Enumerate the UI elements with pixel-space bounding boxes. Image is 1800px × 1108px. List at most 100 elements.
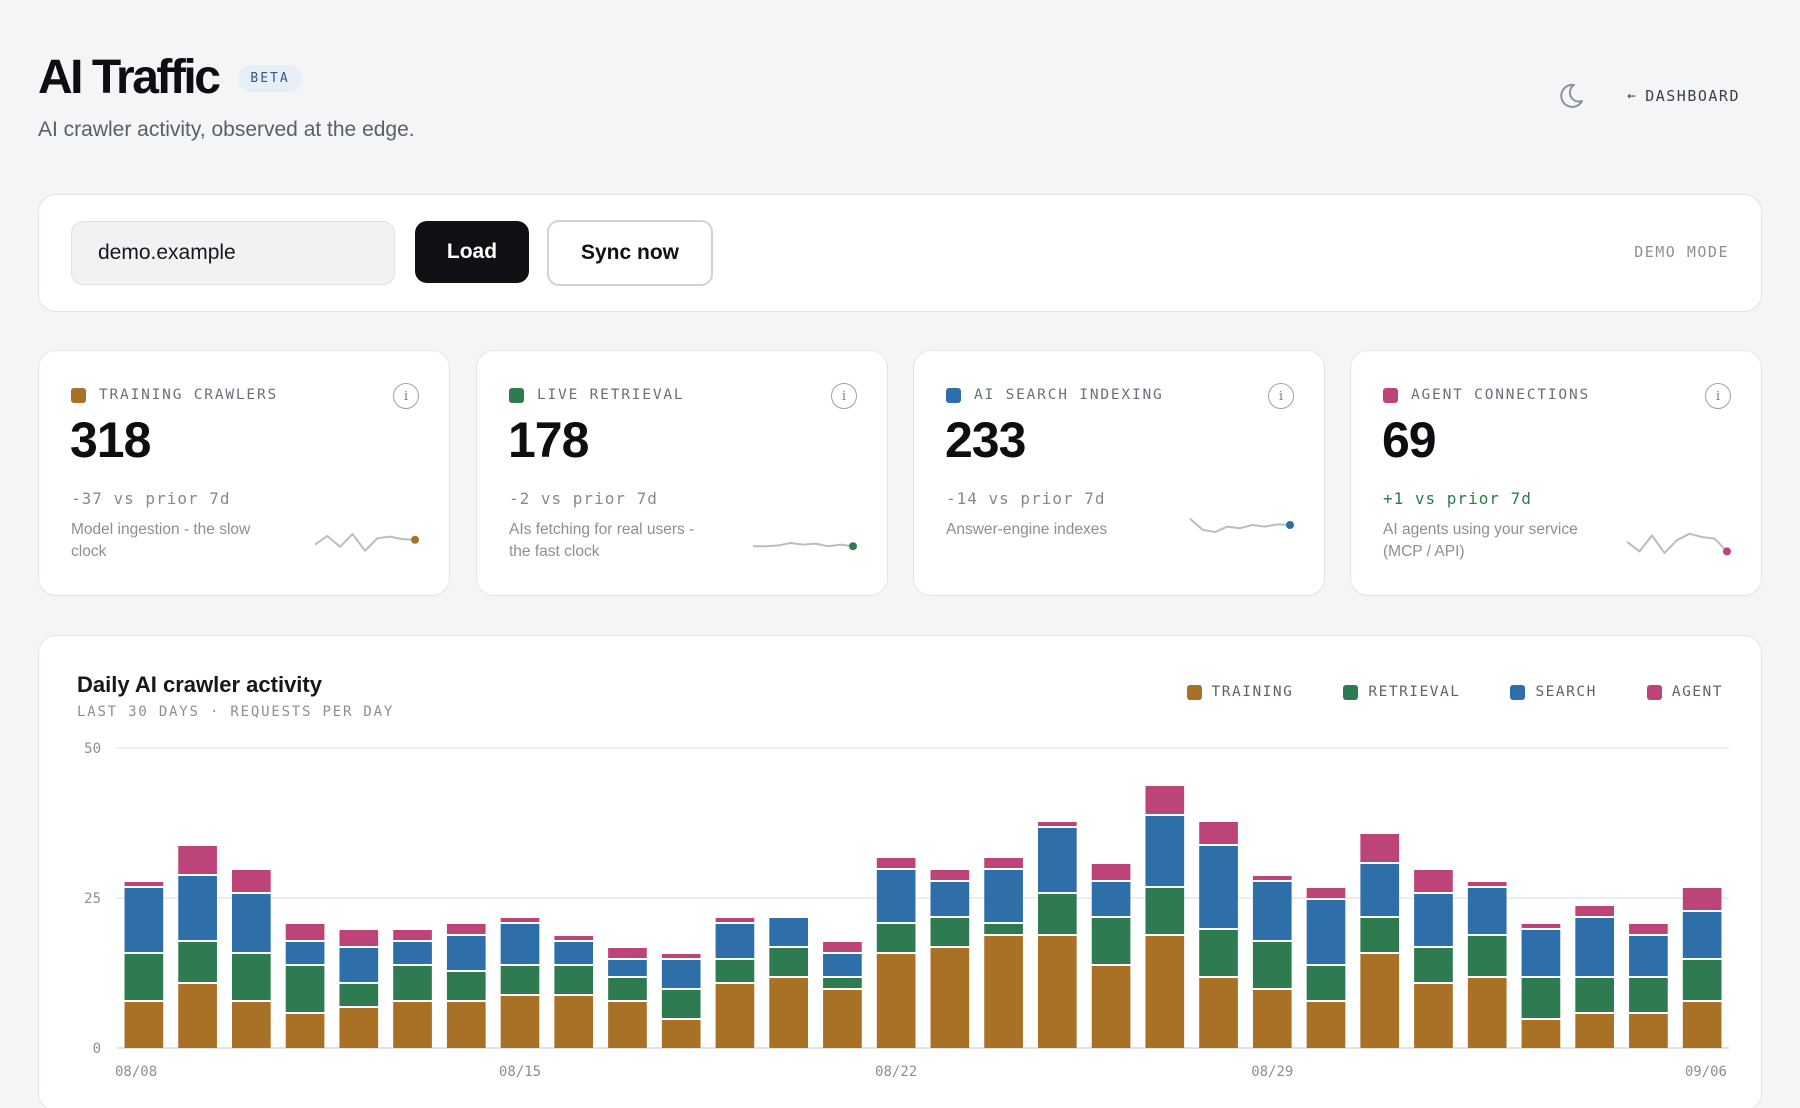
bar-segment-training[interactable] [339,1008,379,1048]
bar-segment-search[interactable] [554,942,594,964]
bar-segment-search[interactable] [1467,888,1507,934]
bar-segment-search[interactable] [661,960,701,988]
bar-segment-search[interactable] [1629,936,1668,976]
bar-segment-retrieval[interactable] [984,924,1023,934]
bar-segment-retrieval[interactable] [1360,918,1400,952]
bar-segment-agent[interactable] [1360,834,1400,862]
bar-segment-agent[interactable] [554,936,594,940]
bar-segment-agent[interactable] [1145,786,1185,814]
bar-segment-training[interactable] [1682,1002,1722,1048]
bar-segment-training[interactable] [1037,936,1077,1048]
bar-segment-agent[interactable] [1306,888,1346,898]
sync-now-button[interactable]: Sync now [547,220,713,286]
bar-segment-agent[interactable] [876,858,916,868]
bar-segment-retrieval[interactable] [608,978,647,1000]
bar-segment-search[interactable] [1360,864,1400,916]
bar-segment-agent[interactable] [1467,882,1507,886]
bar-segment-retrieval[interactable] [1091,918,1131,964]
bar-segment-retrieval[interactable] [554,966,594,994]
bar-segment-training[interactable] [661,1020,701,1048]
bar-segment-training[interactable] [1252,990,1292,1048]
bar-segment-retrieval[interactable] [715,960,755,982]
bar-segment-training[interactable] [500,996,540,1048]
bar-segment-training[interactable] [608,1002,647,1048]
legend-item-training[interactable]: TRAINING [1186,684,1294,700]
bar-segment-agent[interactable] [715,918,755,922]
bar-segment-retrieval[interactable] [1306,966,1346,1000]
info-icon[interactable]: i [831,383,857,409]
bar-segment-search[interactable] [1091,882,1131,916]
bar-segment-agent[interactable] [231,870,271,892]
bar-segment-agent[interactable] [930,870,970,880]
bar-segment-retrieval[interactable] [1037,894,1077,934]
bar-segment-retrieval[interactable] [178,942,217,982]
bar-segment-retrieval[interactable] [1521,978,1561,1018]
bar-segment-retrieval[interactable] [1414,948,1453,982]
bar-segment-training[interactable] [1091,966,1131,1048]
bar-segment-retrieval[interactable] [930,918,970,946]
bar-segment-training[interactable] [876,954,916,1048]
bar-segment-search[interactable] [1306,900,1346,964]
domain-input[interactable] [71,221,395,285]
bar-segment-agent[interactable] [1521,924,1561,928]
bar-segment-search[interactable] [1575,918,1615,976]
bar-segment-retrieval[interactable] [446,972,486,1000]
bar-segment-agent[interactable] [500,918,540,922]
bar-segment-training[interactable] [1306,1002,1346,1048]
bar-segment-search[interactable] [1252,882,1292,940]
bar-segment-training[interactable] [178,984,217,1048]
bar-segment-retrieval[interactable] [339,984,379,1006]
bar-segment-retrieval[interactable] [231,954,271,1000]
bar-segment-retrieval[interactable] [124,954,164,1000]
info-icon[interactable]: i [1268,383,1294,409]
load-button[interactable]: Load [415,221,529,283]
bar-segment-retrieval[interactable] [1629,978,1668,1012]
bar-segment-training[interactable] [1521,1020,1561,1048]
bar-segment-retrieval[interactable] [1252,942,1292,988]
bar-segment-search[interactable] [608,960,647,976]
bar-segment-retrieval[interactable] [823,978,862,988]
bar-segment-training[interactable] [769,978,809,1048]
bar-segment-search[interactable] [500,924,540,964]
bar-segment-agent[interactable] [393,930,432,940]
bar-segment-search[interactable] [178,876,217,940]
bar-segment-training[interactable] [1360,954,1400,1048]
bar-segment-retrieval[interactable] [1467,936,1507,976]
bar-segment-agent[interactable] [608,948,647,958]
bar-segment-agent[interactable] [1199,822,1238,844]
bar-segment-search[interactable] [339,948,379,982]
legend-item-retrieval[interactable]: RETRIEVAL [1343,684,1460,700]
bar-segment-agent[interactable] [1037,822,1077,826]
bar-segment-training[interactable] [1467,978,1507,1048]
bar-segment-search[interactable] [876,870,916,922]
bar-segment-search[interactable] [1682,912,1722,958]
bar-segment-training[interactable] [285,1014,325,1048]
bar-segment-agent[interactable] [124,882,164,886]
info-icon[interactable]: i [1705,383,1731,409]
bar-segment-agent[interactable] [446,924,486,934]
bar-segment-agent[interactable] [1091,864,1131,880]
bar-segment-training[interactable] [1575,1014,1615,1048]
bar-segment-retrieval[interactable] [1682,960,1722,1000]
bar-segment-retrieval[interactable] [285,966,325,1012]
bar-segment-search[interactable] [124,888,164,952]
info-icon[interactable]: i [393,383,419,409]
bar-segment-training[interactable] [715,984,755,1048]
bar-segment-retrieval[interactable] [1199,930,1238,976]
bar-segment-agent[interactable] [1252,876,1292,880]
bar-segment-training[interactable] [1629,1014,1668,1048]
bar-segment-retrieval[interactable] [500,966,540,994]
bar-segment-training[interactable] [1145,936,1185,1048]
bar-segment-training[interactable] [446,1002,486,1048]
bar-segment-retrieval[interactable] [876,924,916,952]
bar-segment-retrieval[interactable] [393,966,432,1000]
legend-item-agent[interactable]: AGENT [1646,684,1723,700]
bar-segment-search[interactable] [984,870,1023,922]
bar-segment-agent[interactable] [1575,906,1615,916]
bar-segment-search[interactable] [769,918,809,946]
bar-segment-search[interactable] [823,954,862,976]
bar-segment-search[interactable] [1145,816,1185,886]
bar-segment-agent[interactable] [339,930,379,946]
bar-segment-search[interactable] [285,942,325,964]
bar-segment-agent[interactable] [823,942,862,952]
